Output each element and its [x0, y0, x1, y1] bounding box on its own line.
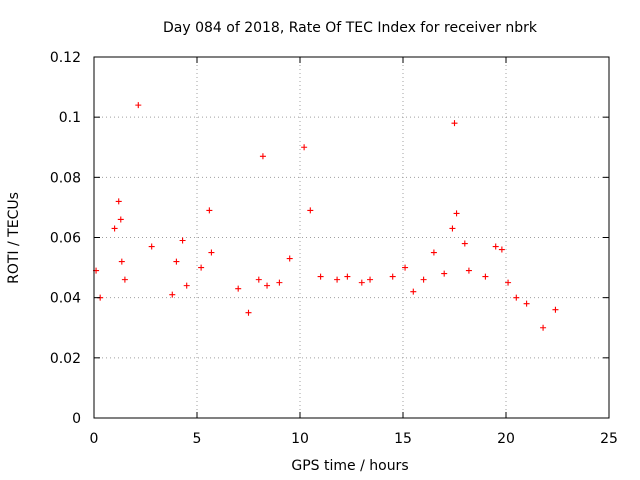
y-tick-label: 0.12 [50, 50, 81, 66]
data-point [317, 273, 324, 280]
x-tick-label: 5 [193, 431, 202, 447]
y-tick-label: 0 [72, 411, 81, 427]
data-points [93, 102, 559, 331]
data-point [117, 216, 124, 223]
x-tick-label: 20 [497, 431, 515, 447]
data-point [498, 246, 505, 253]
data-point [255, 276, 262, 283]
x-tick-label: 15 [394, 431, 412, 447]
data-point [259, 153, 266, 160]
data-point [513, 294, 520, 301]
y-tick-label: 0.1 [59, 110, 81, 126]
data-point [173, 258, 180, 265]
y-tick-label: 0.06 [50, 231, 81, 247]
data-point [264, 282, 271, 289]
data-point [115, 198, 122, 205]
data-point [206, 207, 213, 214]
data-point [179, 237, 186, 244]
data-point [505, 279, 512, 286]
data-point [540, 324, 547, 331]
data-point [389, 273, 396, 280]
y-tick-label: 0.02 [50, 351, 81, 367]
data-point [465, 267, 472, 274]
data-point [402, 264, 409, 271]
data-point [148, 243, 155, 250]
data-point [169, 291, 176, 298]
data-point [430, 249, 437, 256]
data-point [441, 270, 448, 277]
data-point [552, 306, 559, 313]
x-tick-label: 0 [90, 431, 99, 447]
x-axis-label: GPS time / hours [291, 458, 408, 474]
y-tick-labels: 0 0.02 0.04 0.06 0.08 0.1 0.12 [50, 50, 81, 427]
data-point [135, 102, 142, 109]
data-point [286, 255, 293, 262]
data-point [307, 207, 314, 214]
x-tick-label: 10 [291, 431, 309, 447]
data-point [482, 273, 489, 280]
y-tick-label: 0.08 [50, 170, 81, 186]
x-tick-label: 25 [600, 431, 618, 447]
data-point [367, 276, 374, 283]
data-point [453, 210, 460, 217]
data-point [410, 288, 417, 295]
data-point [245, 309, 252, 316]
data-point [208, 249, 215, 256]
axis-ticks [93, 56, 610, 419]
chart-title: Day 084 of 2018, Rate Of TEC Index for r… [163, 20, 538, 36]
data-point [334, 276, 341, 283]
data-point [492, 243, 499, 250]
plot-frame [93, 56, 610, 419]
grid-lines [94, 57, 609, 418]
data-point [420, 276, 427, 283]
data-point [344, 273, 351, 280]
data-point [358, 279, 365, 286]
data-point [111, 225, 118, 232]
data-point [198, 264, 205, 271]
data-point [118, 258, 125, 265]
data-point [301, 144, 308, 151]
data-point [183, 282, 190, 289]
y-tick-label: 0.04 [50, 291, 81, 307]
data-point [121, 276, 128, 283]
data-point [235, 285, 242, 292]
data-point [276, 279, 283, 286]
data-point [449, 225, 456, 232]
data-point [461, 240, 468, 247]
data-point [451, 120, 458, 127]
x-tick-labels: 0 5 10 15 20 25 [90, 431, 618, 447]
y-axis-label: ROTI / TECUs [6, 192, 22, 284]
data-point [523, 300, 530, 307]
